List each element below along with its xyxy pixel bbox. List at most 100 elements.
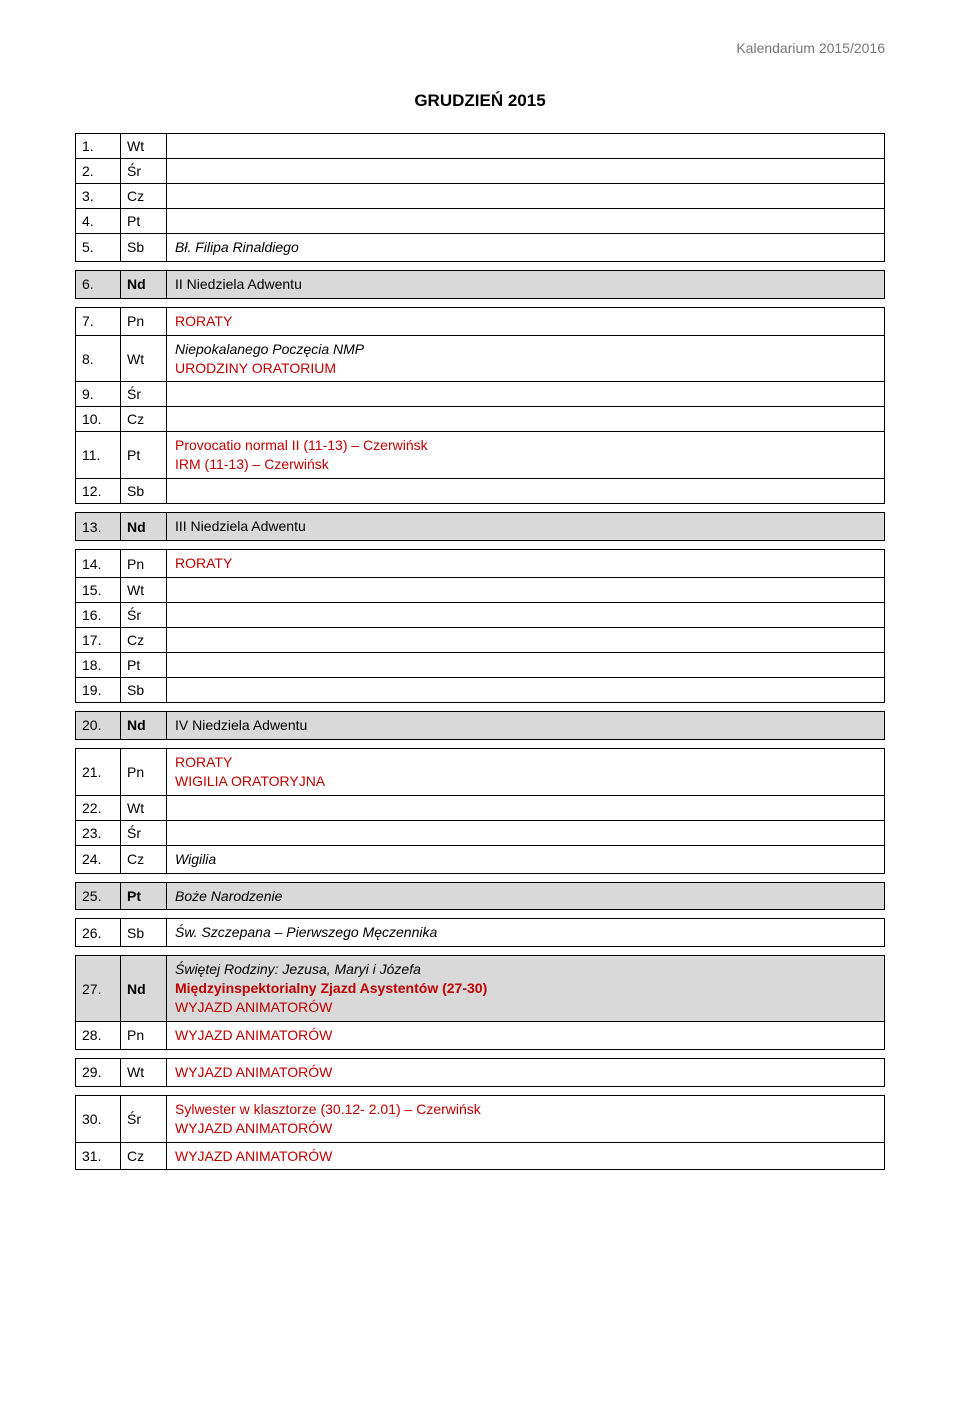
row-number: 11.: [75, 432, 121, 479]
content-line: II Niedziela Adwentu: [175, 275, 876, 294]
calendar-block: 6.NdII Niedziela Adwentu: [75, 270, 885, 299]
row-day: Nd: [121, 955, 167, 1022]
table-row: 19.Sb: [75, 678, 885, 703]
row-content: WYJAZD ANIMATORÓW: [167, 1058, 885, 1087]
row-day: Pn: [121, 1022, 167, 1050]
table-row: 20.NdIV Niedziela Adwentu: [75, 711, 885, 740]
table-row: 18.Pt: [75, 653, 885, 678]
content-line: WYJAZD ANIMATORÓW: [175, 998, 876, 1017]
row-number: 14.: [75, 549, 121, 578]
row-number: 30.: [75, 1095, 121, 1143]
row-day: Śr: [121, 821, 167, 846]
row-content: IV Niedziela Adwentu: [167, 711, 885, 740]
row-content: [167, 184, 885, 209]
row-number: 24.: [75, 846, 121, 874]
row-content: WYJAZD ANIMATORÓW: [167, 1022, 885, 1050]
row-content: [167, 407, 885, 432]
row-content: Boże Narodzenie: [167, 882, 885, 911]
row-day: Sb: [121, 234, 167, 262]
row-content: Niepokalanego Poczęcia NMPURODZINY ORATO…: [167, 336, 885, 383]
table-row: 30.Śr Sylwester w klasztorze (30.12- 2.01…: [75, 1095, 885, 1143]
row-number: 16.: [75, 603, 121, 628]
row-content: II Niedziela Adwentu: [167, 270, 885, 299]
row-day: Pn: [121, 748, 167, 796]
page-header: Kalendarium 2015/2016: [75, 40, 885, 56]
row-number: 29.: [75, 1058, 121, 1087]
table-row: 2.Śr: [75, 159, 885, 184]
row-content: Sylwester w klasztorze (30.12- 2.01) – C…: [167, 1095, 885, 1143]
row-number: 10.: [75, 407, 121, 432]
table-row: 9.Śr: [75, 382, 885, 407]
calendar-block: 21.PnRORATYWIGILIA ORATORYJNA22.Wt 23.Śr…: [75, 748, 885, 874]
row-day: Cz: [121, 628, 167, 653]
row-day: Wt: [121, 578, 167, 603]
row-day: Śr: [121, 603, 167, 628]
row-number: 31.: [75, 1143, 121, 1171]
row-day: Nd: [121, 512, 167, 541]
row-content: [167, 159, 885, 184]
row-number: 3.: [75, 184, 121, 209]
row-day: Pn: [121, 307, 167, 336]
row-number: 9.: [75, 382, 121, 407]
row-number: 25.: [75, 882, 121, 911]
calendar-block: 30.Śr Sylwester w klasztorze (30.12- 2.01…: [75, 1095, 885, 1171]
table-row: 21.PnRORATYWIGILIA ORATORYJNA: [75, 748, 885, 796]
row-number: 13.: [75, 512, 121, 541]
content-line: RORATY: [175, 312, 876, 331]
content-line: Międzyinspektorialny Zjazd Asystentów (2…: [175, 979, 876, 998]
row-content: [167, 678, 885, 703]
row-number: 19.: [75, 678, 121, 703]
row-content: Świętej Rodziny: Jezusa, Maryi i JózefaM…: [167, 955, 885, 1022]
content-line: RORATY: [175, 554, 876, 573]
row-day: Nd: [121, 270, 167, 299]
row-number: 12.: [75, 479, 121, 504]
row-day: Wt: [121, 796, 167, 821]
content-line: WIGILIA ORATORYJNA: [175, 772, 876, 791]
row-day: Śr: [121, 1095, 167, 1143]
content-line: IV Niedziela Adwentu: [175, 716, 876, 735]
row-content: III Niedziela Adwentu: [167, 512, 885, 541]
row-day: Cz: [121, 1143, 167, 1171]
row-day: Pt: [121, 432, 167, 479]
content-line: WYJAZD ANIMATORÓW: [175, 1147, 876, 1166]
table-row: 15.Wt: [75, 578, 885, 603]
table-row: 24.CzWigilia: [75, 846, 885, 874]
content-line: IRM (11-13) – Czerwińsk: [175, 455, 876, 474]
table-row: 7.PnRORATY: [75, 307, 885, 336]
row-day: Cz: [121, 184, 167, 209]
row-content: [167, 133, 885, 159]
row-day: Sb: [121, 678, 167, 703]
row-content: RORATY: [167, 307, 885, 336]
table-row: 4.Pt: [75, 209, 885, 234]
content-line: Sylwester w klasztorze (30.12- 2.01) – C…: [175, 1100, 876, 1119]
table-row: 26.SbŚw. Szczepana – Pierwszego Męczenni…: [75, 918, 885, 947]
row-content: [167, 479, 885, 504]
calendar-block: 7.PnRORATY8.WtNiepokalanego Poczęcia NMP…: [75, 307, 885, 504]
row-content: [167, 209, 885, 234]
row-day: Nd: [121, 711, 167, 740]
row-day: Śr: [121, 382, 167, 407]
row-content: [167, 821, 885, 846]
row-number: 8.: [75, 336, 121, 383]
table-row: 6.NdII Niedziela Adwentu: [75, 270, 885, 299]
content-line: Niepokalanego Poczęcia NMP: [175, 340, 876, 359]
row-content: [167, 628, 885, 653]
row-number: 15.: [75, 578, 121, 603]
content-line: WYJAZD ANIMATORÓW: [175, 1063, 876, 1082]
table-row: 25.PtBoże Narodzenie: [75, 882, 885, 911]
table-row: 16.Śr: [75, 603, 885, 628]
table-row: 28.PnWYJAZD ANIMATORÓW: [75, 1022, 885, 1050]
row-day: Cz: [121, 846, 167, 874]
content-line: Bł. Filipa Rinaldiego: [175, 238, 876, 257]
row-day: Wt: [121, 133, 167, 159]
calendar-table: 1.Wt 2.Śr 3.Cz 4.Pt 5.SbBł. Filipa Rinal…: [75, 133, 885, 1170]
calendar-block: 1.Wt 2.Śr 3.Cz 4.Pt 5.SbBł. Filipa Rinal…: [75, 133, 885, 262]
row-day: Śr: [121, 159, 167, 184]
row-number: 26.: [75, 918, 121, 947]
row-day: Sb: [121, 918, 167, 947]
row-content: [167, 653, 885, 678]
row-content: Św. Szczepana – Pierwszego Męczennika: [167, 918, 885, 947]
calendar-block: 14.PnRORATY15.Wt 16.Śr 17.Cz 18.Pt 19.Sb: [75, 549, 885, 703]
table-row: 13.NdIII Niedziela Adwentu: [75, 512, 885, 541]
calendar-block: 27.NdŚwiętej Rodziny: Jezusa, Maryi i Jó…: [75, 955, 885, 1050]
